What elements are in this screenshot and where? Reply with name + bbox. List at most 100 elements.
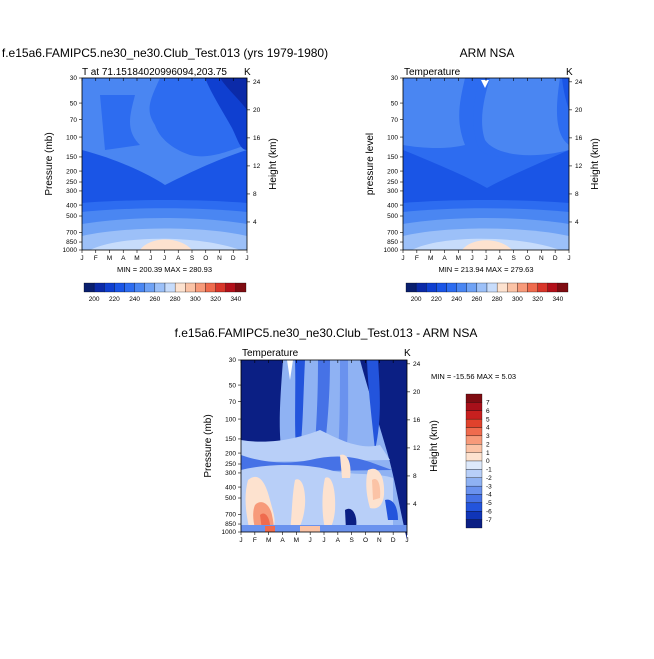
panel-obs-ylabel-right: Height (km) (590, 138, 601, 190)
colorbar-swatch (124, 282, 135, 293)
colorbar-label: -3 (486, 483, 492, 490)
region (462, 240, 512, 250)
colorbar-label: 320 (532, 296, 543, 303)
x-tick-label: J (309, 537, 312, 544)
colorbar-swatch (154, 282, 166, 293)
colorbar-swatch (465, 519, 483, 529)
y-tick-label: 250 (66, 179, 77, 186)
height-tick-label: 8 (575, 191, 579, 198)
y-tick-label: 850 (225, 521, 236, 528)
x-tick-label: J (401, 255, 404, 262)
colorbar-swatch (527, 282, 538, 293)
x-tick-label: M (428, 255, 433, 262)
x-tick-label: M (294, 537, 299, 544)
colorbar-label: 3 (486, 433, 490, 440)
y-tick-label: 200 (66, 168, 77, 175)
colorbar-swatch (405, 282, 417, 293)
colorbar-swatch (446, 282, 457, 293)
region (482, 78, 569, 156)
height-tick-label: 4 (413, 501, 417, 508)
region (403, 150, 569, 196)
region (345, 508, 357, 530)
x-tick-label: F (94, 255, 98, 262)
colorbar-label: 340 (230, 296, 241, 303)
region (562, 78, 569, 110)
colorbar-swatch (547, 282, 559, 293)
y-tick-label: 70 (70, 117, 78, 124)
x-tick-label: J (149, 255, 152, 262)
height-tick-label: 4 (253, 219, 257, 226)
panel-diff-ylabel: Pressure (mb) (203, 414, 214, 477)
region (241, 360, 283, 455)
colorbar-label: 300 (512, 296, 523, 303)
height-tick-label: 20 (253, 107, 261, 114)
region (315, 360, 330, 445)
colorbar-label: -1 (486, 467, 492, 474)
y-tick-label: 70 (391, 117, 399, 124)
x-tick-label: J (163, 255, 166, 262)
colorbar-swatch (83, 282, 95, 293)
colorbar-swatch (465, 502, 483, 512)
colorbar-label: 7 (486, 400, 490, 407)
colorbar-label: 300 (190, 296, 201, 303)
height-tick-label: 20 (575, 107, 583, 114)
x-tick-label: O (525, 255, 530, 262)
x-tick-label: N (377, 537, 382, 544)
x-tick-label: A (121, 255, 126, 262)
colorbar-label: 0 (486, 458, 490, 465)
colorbar-swatch (235, 282, 247, 293)
colorbar-swatch (426, 282, 437, 293)
colorbar-swatch (465, 469, 483, 478)
y-tick-label: 850 (66, 239, 77, 246)
y-tick-label: 400 (387, 202, 398, 209)
panel-obs-minmax: MIN = 213.94 MAX = 279.63 (438, 265, 533, 274)
y-tick-label: 50 (229, 382, 237, 389)
y-tick-label: 700 (387, 230, 398, 237)
y-tick-label: 700 (66, 230, 77, 237)
x-tick-label: J (471, 255, 474, 262)
x-tick-label: S (349, 537, 354, 544)
panel-model-minmax: MIN = 200.39 MAX = 280.93 (117, 265, 212, 274)
panel-obs-plot-area (402, 77, 570, 251)
colorbar-swatch (465, 460, 483, 470)
height-tick-label: 24 (413, 361, 421, 368)
colorbar-label: 260 (149, 296, 160, 303)
colorbar-label: -2 (486, 475, 492, 482)
colorbar-swatch (465, 402, 483, 411)
colorbar-swatch (465, 427, 483, 437)
panel-model-ylabel: Pressure (mb) (44, 132, 55, 195)
y-tick-label: 500 (66, 213, 77, 220)
colorbar-label: 240 (129, 296, 140, 303)
panel-diff: f.e15a6.FAMIPC5.ne30_ne30.Club_Test.013 … (175, 326, 516, 544)
colorbar-swatch (557, 282, 569, 293)
panel-obs-axes: J F M A M J J A S O N D J 30 50 70 100 150 200 250 300 400 500… (384, 75, 583, 262)
colorbar-label: 280 (170, 296, 181, 303)
colorbar-swatch (507, 282, 518, 293)
colorbar-label: 340 (552, 296, 563, 303)
region (241, 430, 390, 462)
height-tick-label: 12 (253, 163, 261, 170)
region (290, 479, 306, 532)
colorbar-swatch (476, 282, 488, 293)
panel-obs-subtitle-right: K (566, 67, 573, 78)
y-tick-label: 100 (66, 134, 77, 141)
x-tick-label: J (567, 255, 570, 262)
panel-diff-minmax: MIN = -15.56 MAX = 5.03 (431, 372, 516, 381)
colorbar-swatch (465, 494, 483, 504)
region (367, 360, 380, 450)
colorbar-swatch (195, 282, 206, 293)
height-tick-label: 24 (575, 79, 583, 86)
y-tick-label: 200 (225, 450, 236, 457)
panel-model-subtitle-right: K (244, 67, 251, 78)
y-tick-label: 100 (225, 416, 236, 423)
x-tick-label: M (456, 255, 461, 262)
y-tick-label: 70 (229, 399, 237, 406)
colorbar-swatch (436, 282, 447, 293)
colorbar-swatch (465, 511, 483, 520)
colorbar-swatch (465, 485, 483, 495)
colorbar-label: 1 (486, 450, 490, 457)
panel-diff-subtitle-left: Temperature (242, 348, 299, 359)
panel-diff-title: f.e15a6.FAMIPC5.ne30_ne30.Club_Test.013 … (175, 326, 478, 340)
y-tick-label: 400 (66, 202, 77, 209)
colorbar-label: 5 (486, 416, 490, 423)
